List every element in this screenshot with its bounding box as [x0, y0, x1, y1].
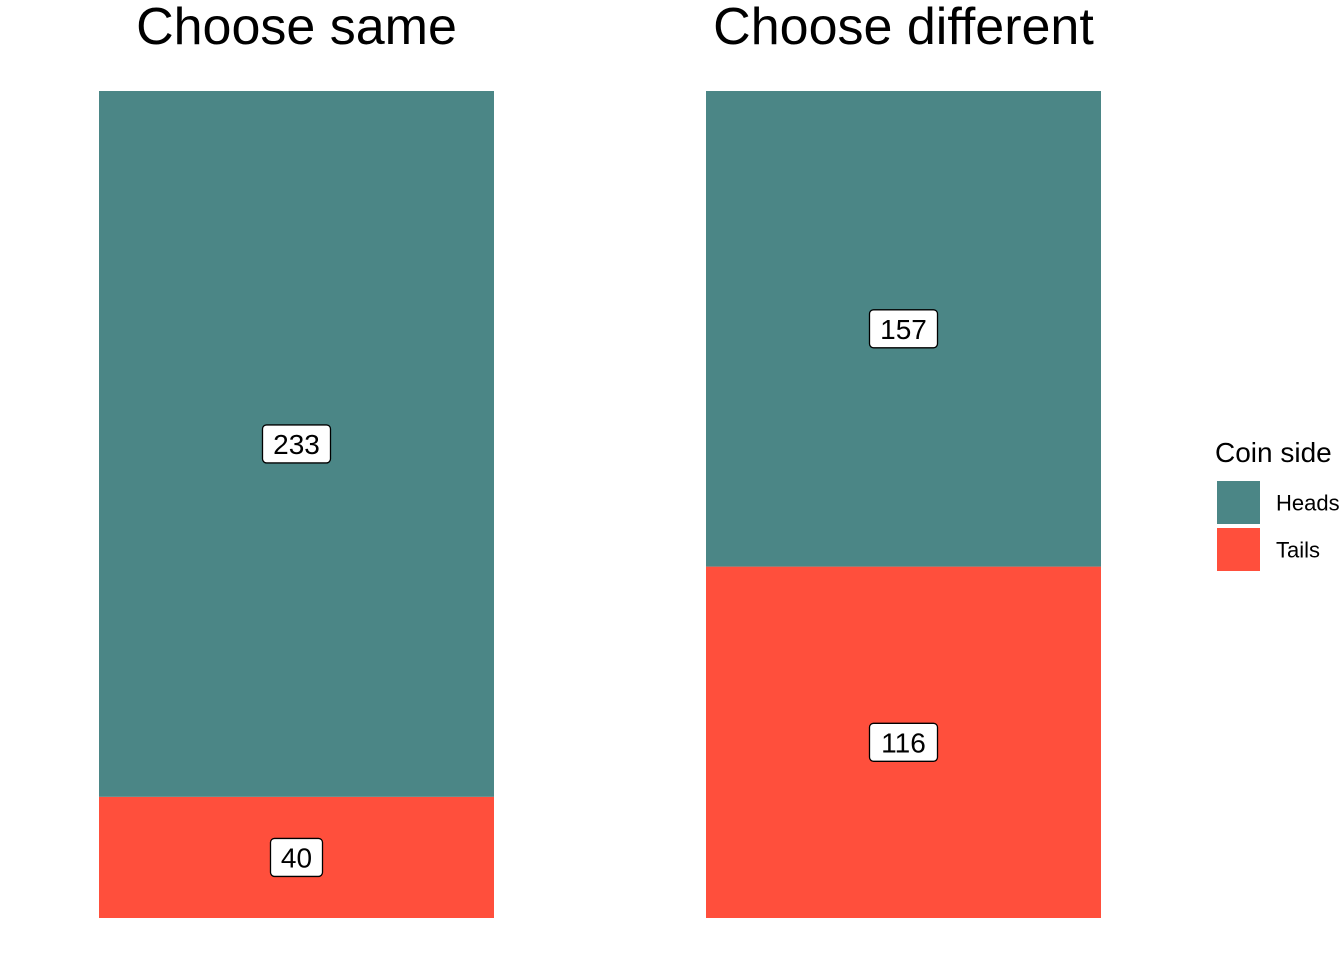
- data-label-text: 40: [281, 842, 312, 873]
- chart-panels: Choose same 40 233 Choose different 116 157: [99, 0, 1101, 918]
- data-label-heads: 233: [261, 424, 332, 464]
- data-label-heads: 157: [868, 309, 939, 349]
- data-label-tails: 40: [269, 837, 324, 878]
- data-label-text: 157: [880, 314, 927, 345]
- legend-items: Heads Tails: [1217, 481, 1340, 571]
- data-label-box: [261, 424, 332, 464]
- panel-title: Choose different: [713, 0, 1094, 56]
- data-label-text: 116: [881, 727, 926, 758]
- legend-item-heads: Heads: [1217, 481, 1340, 524]
- legend: Coin side Heads Tails: [1215, 437, 1340, 571]
- data-label-tails: 116: [868, 722, 939, 762]
- legend-label: Tails: [1276, 538, 1320, 563]
- legend-label: Heads: [1276, 491, 1340, 516]
- panel-choose-same: Choose same 40 233: [99, 0, 494, 918]
- panel-choose-different: Choose different 116 157: [706, 0, 1101, 918]
- data-label-text: 233: [273, 429, 320, 460]
- data-label-box: [868, 309, 939, 349]
- panel-title: Choose same: [136, 0, 457, 56]
- data-label-box: [269, 837, 324, 878]
- legend-key: [1217, 528, 1260, 571]
- data-label-box: [868, 722, 939, 762]
- legend-item-tails: Tails: [1217, 528, 1320, 571]
- legend-key: [1217, 481, 1260, 524]
- legend-title: Coin side: [1215, 437, 1332, 468]
